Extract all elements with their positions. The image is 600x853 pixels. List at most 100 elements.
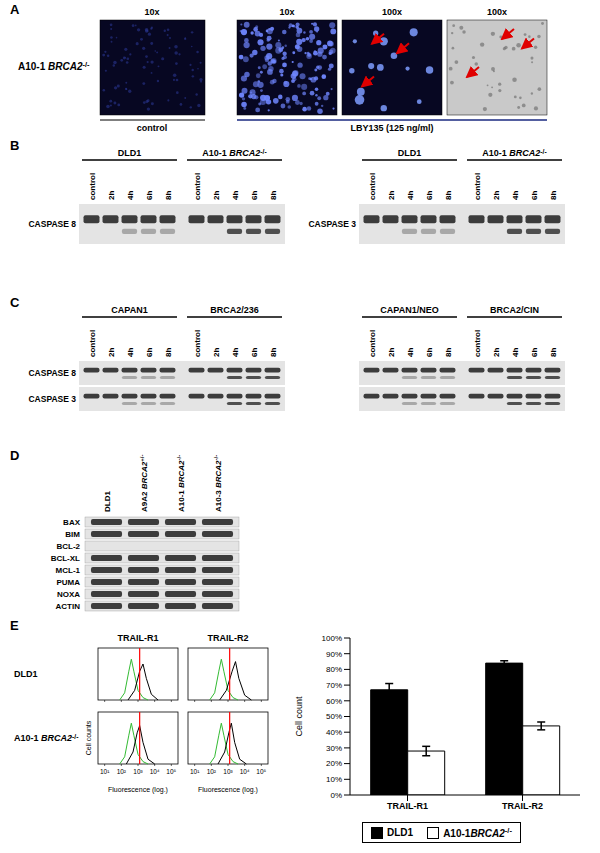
svg-text:CASPASE 3: CASPASE 3 xyxy=(308,219,356,229)
svg-text:60%: 60% xyxy=(326,697,342,706)
svg-text:2h: 2h xyxy=(212,191,221,200)
svg-text:50%: 50% xyxy=(326,712,342,721)
svg-text:BCL-XL: BCL-XL xyxy=(51,554,80,563)
svg-text:10⁵: 10⁵ xyxy=(166,768,176,775)
svg-text:4h: 4h xyxy=(231,348,240,357)
svg-text:control: control xyxy=(88,330,97,357)
svg-text:BRCA2/236: BRCA2/236 xyxy=(210,305,259,315)
svg-text:6h: 6h xyxy=(145,191,154,200)
svg-text:100x: 100x xyxy=(487,7,507,17)
svg-text:4h: 4h xyxy=(126,191,135,200)
svg-text:control: control xyxy=(88,173,97,200)
svg-text:control: control xyxy=(137,123,168,133)
svg-text:6h: 6h xyxy=(530,191,539,200)
svg-text:Fluorescence (log.): Fluorescence (log.) xyxy=(108,786,168,794)
svg-text:2h: 2h xyxy=(492,191,501,200)
svg-text:Cell count: Cell count xyxy=(294,696,304,737)
svg-text:A: A xyxy=(10,2,20,17)
svg-text:6h: 6h xyxy=(250,191,259,200)
svg-text:10⁴: 10⁴ xyxy=(240,768,250,775)
svg-text:control: control xyxy=(368,330,377,357)
svg-text:2h: 2h xyxy=(212,348,221,357)
svg-text:MCL-1: MCL-1 xyxy=(56,566,81,575)
svg-text:10³: 10³ xyxy=(133,768,143,775)
svg-text:90%: 90% xyxy=(326,650,342,659)
svg-text:8h: 8h xyxy=(269,191,278,200)
svg-text:control: control xyxy=(368,173,377,200)
svg-text:10x: 10x xyxy=(279,7,294,17)
svg-text:10²: 10² xyxy=(117,768,127,775)
svg-text:CASPASE 8: CASPASE 8 xyxy=(28,219,76,229)
svg-text:10²: 10² xyxy=(207,768,217,775)
svg-text:A10-3 BRCA2-/-: A10-3 BRCA2-/- xyxy=(213,455,222,512)
svg-text:control: control xyxy=(193,330,202,357)
svg-text:A10-1 BRCA2-/-: A10-1 BRCA2-/- xyxy=(482,148,546,158)
svg-text:6h: 6h xyxy=(425,191,434,200)
svg-text:DLD1: DLD1 xyxy=(14,669,38,679)
svg-text:DLD1: DLD1 xyxy=(118,148,142,158)
svg-text:Cell counts: Cell counts xyxy=(85,720,92,755)
svg-text:A10-1 BRCA2-/-: A10-1 BRCA2-/- xyxy=(176,455,185,512)
svg-text:6h: 6h xyxy=(250,348,259,357)
svg-text:4h: 4h xyxy=(406,348,415,357)
svg-text:ACTIN: ACTIN xyxy=(56,602,81,611)
svg-text:10¹: 10¹ xyxy=(100,768,110,775)
svg-text:2h: 2h xyxy=(492,348,501,357)
svg-text:A10-1 BRCA2-/-: A10-1 BRCA2-/- xyxy=(14,733,78,743)
svg-text:CASPASE 3: CASPASE 3 xyxy=(28,394,76,404)
svg-text:BIM: BIM xyxy=(65,530,80,539)
svg-text:D: D xyxy=(10,448,19,463)
svg-text:2h: 2h xyxy=(107,348,116,357)
svg-text:2h: 2h xyxy=(387,348,396,357)
svg-text:TRAIL-R1: TRAIL-R1 xyxy=(118,633,159,643)
svg-text:PUMA: PUMA xyxy=(56,578,80,587)
svg-text:TRAIL-R2: TRAIL-R2 xyxy=(502,801,543,811)
svg-text:A10-1 BRCA2-/-: A10-1 BRCA2-/- xyxy=(18,60,90,72)
svg-text:E: E xyxy=(10,618,19,633)
svg-text:30%: 30% xyxy=(326,744,342,753)
svg-text:10³: 10³ xyxy=(223,768,233,775)
svg-text:2h: 2h xyxy=(107,191,116,200)
svg-text:TRAIL-R2: TRAIL-R2 xyxy=(208,633,249,643)
svg-text:0%: 0% xyxy=(330,791,342,800)
svg-text:8h: 8h xyxy=(549,191,558,200)
svg-text:10⁴: 10⁴ xyxy=(150,768,160,775)
svg-text:100%: 100% xyxy=(322,634,342,643)
svg-text:70%: 70% xyxy=(326,681,342,690)
svg-text:BRCA2/CIN: BRCA2/CIN xyxy=(490,305,539,315)
svg-text:DLD1: DLD1 xyxy=(398,148,422,158)
svg-text:A10-1 BRCA2-/-: A10-1 BRCA2-/- xyxy=(202,148,266,158)
svg-text:BCL-2: BCL-2 xyxy=(56,542,80,551)
svg-text:control: control xyxy=(473,173,482,200)
svg-text:TRAIL-R1: TRAIL-R1 xyxy=(387,801,428,811)
svg-text:BAX: BAX xyxy=(63,518,81,527)
svg-text:8h: 8h xyxy=(269,348,278,357)
svg-text:40%: 40% xyxy=(326,728,342,737)
svg-text:8h: 8h xyxy=(444,191,453,200)
svg-text:control: control xyxy=(193,173,202,200)
svg-text:DLD1: DLD1 xyxy=(103,491,112,512)
svg-text:10¹: 10¹ xyxy=(190,768,200,775)
svg-text:8h: 8h xyxy=(164,348,173,357)
svg-text:NOXA: NOXA xyxy=(57,590,80,599)
svg-text:8h: 8h xyxy=(164,191,173,200)
svg-text:LBY135 (125 ng/ml): LBY135 (125 ng/ml) xyxy=(350,123,433,133)
svg-text:4h: 4h xyxy=(406,191,415,200)
svg-text:4h: 4h xyxy=(126,348,135,357)
svg-text:Fluorescence (log.): Fluorescence (log.) xyxy=(198,786,258,794)
svg-text:10⁵: 10⁵ xyxy=(256,768,266,775)
svg-text:10%: 10% xyxy=(326,775,342,784)
svg-text:80%: 80% xyxy=(326,665,342,674)
svg-text:CASPASE 8: CASPASE 8 xyxy=(28,368,76,378)
svg-text:8h: 8h xyxy=(549,348,558,357)
svg-text:2h: 2h xyxy=(387,191,396,200)
svg-text:A9A2 BRCA2+/-: A9A2 BRCA2+/- xyxy=(139,455,148,512)
svg-text:6h: 6h xyxy=(530,348,539,357)
svg-text:control: control xyxy=(473,330,482,357)
svg-text:B: B xyxy=(10,138,19,153)
svg-text:100x: 100x xyxy=(382,7,402,17)
svg-text:4h: 4h xyxy=(231,191,240,200)
svg-text:CAPAN1/NEO: CAPAN1/NEO xyxy=(380,305,438,315)
svg-text:4h: 4h xyxy=(511,348,520,357)
svg-text:CAPAN1: CAPAN1 xyxy=(111,305,147,315)
